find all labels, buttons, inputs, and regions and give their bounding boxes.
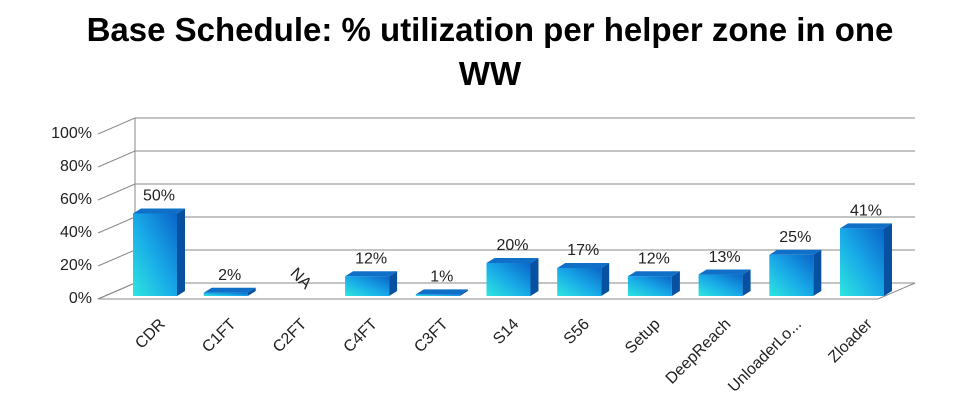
y-tick-label: 0% (69, 290, 92, 307)
grid-line (97, 150, 915, 168)
x-tick-label: Zloader (825, 315, 876, 366)
bar-face (203, 287, 256, 293)
y-tick-label: 80% (60, 158, 92, 175)
bar (840, 223, 892, 296)
bar-face (884, 223, 892, 296)
bar-face (840, 223, 892, 229)
bar-face (530, 258, 539, 296)
grid-line (97, 117, 915, 135)
value-label: 41% (850, 203, 882, 220)
bar-face (671, 271, 680, 296)
value-label: 12% (638, 250, 670, 267)
x-tick-label: S56 (561, 316, 593, 348)
bar (415, 289, 468, 296)
bar (698, 269, 751, 296)
bar (627, 271, 680, 296)
bar-face (389, 271, 398, 296)
x-tick-label: C1FT (199, 316, 239, 356)
bar-face (133, 208, 185, 214)
bar-face (133, 213, 177, 296)
value-label: 25% (779, 229, 811, 246)
value-label: 1% (430, 269, 453, 286)
y-tick-label: 40% (60, 224, 92, 241)
bar (557, 262, 610, 296)
bar-face (627, 271, 680, 277)
value-label: 17% (567, 242, 599, 259)
bar-face (627, 276, 672, 296)
bar (203, 287, 256, 296)
x-tick-label: Setup (622, 316, 664, 358)
bar-face (813, 249, 822, 296)
x-tick-label: C2FT (270, 316, 310, 356)
x-tick-label: CDR (132, 316, 169, 353)
value-label: 12% (355, 250, 387, 267)
y-tick-label: 100% (51, 125, 92, 142)
bar-face (415, 294, 460, 296)
value-label: 2% (218, 267, 241, 284)
x-tick-label: UnloaderLo... (725, 316, 805, 396)
grid-line (97, 183, 915, 201)
bar-face (557, 262, 610, 268)
bar-face (459, 289, 468, 296)
bar-face (742, 269, 751, 296)
bar (486, 258, 539, 296)
bar-face (345, 271, 398, 277)
x-tick-label: C4FT (341, 316, 381, 356)
bar (769, 249, 822, 296)
bar-face (769, 249, 822, 255)
bar-face (557, 267, 602, 296)
bar (133, 208, 185, 296)
bar-face (415, 289, 468, 295)
bar (345, 271, 398, 296)
y-tick-label: 60% (60, 191, 92, 208)
bar-face (698, 269, 751, 275)
bar-face (769, 254, 814, 296)
x-tick-label: DeepReach (663, 316, 735, 388)
bar-face (247, 287, 256, 296)
bar-face (601, 262, 610, 296)
x-tick-label: S14 (490, 316, 522, 348)
value-label: 50% (143, 188, 175, 205)
bar-face (486, 263, 531, 296)
bar-face (177, 208, 185, 296)
bar-face (486, 258, 539, 263)
bar-face (345, 276, 390, 296)
value-label: 13% (709, 249, 741, 266)
bar-face (840, 228, 884, 296)
chart-title: Base Schedule: % utilization per helper … (86, 11, 894, 92)
value-label: 20% (496, 237, 528, 254)
x-tick-label: C3FT (411, 316, 451, 356)
bar-face (698, 274, 743, 296)
y-tick-label: 20% (60, 257, 92, 274)
bar-face (203, 292, 248, 296)
